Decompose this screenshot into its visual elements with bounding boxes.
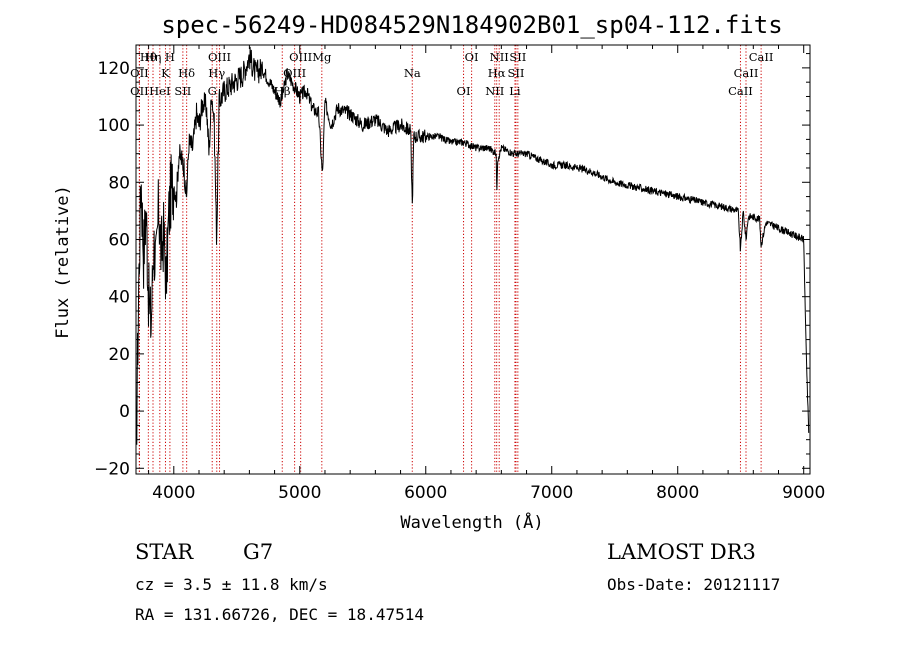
- line-label: Hθ: [140, 50, 157, 64]
- plot-frame: [135, 44, 811, 475]
- ra-dec: RA = 131.66726, DEC = 18.47514: [135, 605, 424, 624]
- line-label: OII: [130, 66, 149, 80]
- y-tick-label: 80: [108, 173, 130, 193]
- y-tick-label: 100: [98, 116, 130, 136]
- line-label: CaII: [749, 50, 774, 64]
- line-label: SII: [174, 84, 191, 98]
- line-label: CaII: [734, 66, 759, 80]
- chart-title: spec-56249-HD084529N184902B01_sp04-112.f…: [161, 11, 782, 39]
- y-tick-label: 20: [108, 345, 130, 365]
- line-label: OIII: [208, 50, 231, 64]
- line-label: SII: [507, 66, 524, 80]
- y-tick-label: 120: [98, 59, 130, 79]
- object-subclass: G7: [243, 540, 274, 564]
- line-label: NII: [485, 84, 504, 98]
- y-tick-label: 60: [108, 230, 130, 250]
- line-label: SII: [509, 50, 526, 64]
- x-axis-ticks: 4000 5000 6000 7000 8000 9000: [148, 45, 825, 503]
- line-label: K: [161, 66, 170, 80]
- line-label: CaII: [728, 84, 753, 98]
- x-tick-label: 6000: [404, 483, 447, 503]
- redshift-cz: cz = 3.5 ± 11.8 km/s: [135, 575, 328, 594]
- y-axis-label: Flux (relative): [53, 185, 73, 339]
- line-label: OI: [465, 50, 479, 64]
- line-label: H: [165, 50, 175, 64]
- line-label: Hγ: [208, 66, 225, 80]
- spectral-line-labels: HθOIIOIIHηKHeIHHδSIIOIIIHγGOIIIOIIIHβMgN…: [130, 50, 773, 98]
- line-label: Li: [509, 84, 521, 98]
- series-layer: [135, 46, 810, 445]
- observation-date: Obs-Date: 20121117: [607, 575, 781, 594]
- x-tick-label: 4000: [152, 483, 195, 503]
- y-tick-label: 40: [108, 288, 130, 308]
- survey-name: LAMOST DR3: [607, 540, 756, 564]
- line-label: Na: [404, 66, 421, 80]
- y-tick-label: 0: [119, 402, 130, 422]
- line-label: HeI: [149, 84, 170, 98]
- spectral-line-markers: [138, 45, 762, 474]
- x-tick-label: 8000: [656, 483, 699, 503]
- y-tick-label: −20: [94, 459, 130, 479]
- line-label: OIII: [289, 50, 312, 64]
- x-axis-label: Wavelength (Å): [400, 511, 543, 533]
- line-label: Hα: [488, 66, 506, 80]
- flux-series-line: [135, 46, 810, 445]
- line-label: Mg: [312, 50, 332, 64]
- line-label: OII: [130, 84, 149, 98]
- line-label: Hδ: [178, 66, 195, 80]
- line-label: OI: [457, 84, 471, 98]
- x-tick-label: 7000: [530, 483, 573, 503]
- line-label: G: [208, 84, 217, 98]
- line-label: NII: [490, 50, 509, 64]
- line-label: Hη: [145, 50, 162, 64]
- x-tick-label: 5000: [278, 483, 321, 503]
- y-axis-ticks: −20 0 20 40 60 80 100 120: [94, 53, 810, 479]
- x-tick-label: 9000: [782, 483, 825, 503]
- object-class: STAR: [135, 540, 194, 564]
